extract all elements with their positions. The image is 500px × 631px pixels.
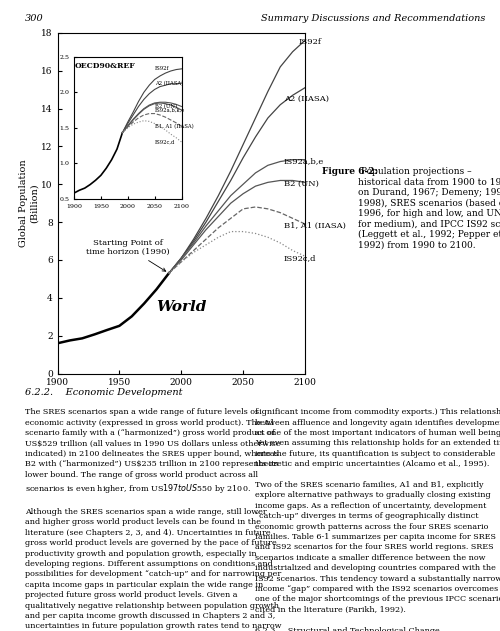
Text: Summary Discussions and Recommendations: Summary Discussions and Recommendations	[260, 14, 485, 23]
Text: Figure 6-2:: Figure 6-2:	[322, 167, 378, 176]
Text: B1, A1 (IIASA): B1, A1 (IIASA)	[154, 124, 194, 129]
Text: World: World	[156, 300, 206, 314]
Text: 300: 300	[25, 14, 44, 23]
Text: significant income from commodity exports.) This relationship
between affluence : significant income from commodity export…	[255, 408, 500, 631]
Text: IS92f: IS92f	[154, 66, 169, 71]
Y-axis label: Global Population
(Billion): Global Population (Billion)	[19, 160, 38, 247]
Text: B2 (UN): B2 (UN)	[284, 180, 319, 188]
Text: Population projections –
historical data from 1900 to 1990 (based
on Durand, 196: Population projections – historical data…	[358, 167, 500, 249]
Text: A2 (IIASA): A2 (IIASA)	[284, 95, 329, 103]
Text: IS92f: IS92f	[299, 38, 322, 46]
Text: B1, A1 (IIASA): B1, A1 (IIASA)	[284, 222, 346, 230]
Text: IS92a,b,e: IS92a,b,e	[284, 158, 324, 165]
Text: A2 (IIASA): A2 (IIASA)	[154, 81, 183, 86]
Text: 6.2.2.    Economic Development: 6.2.2. Economic Development	[25, 388, 182, 397]
Text: OECD90&REF: OECD90&REF	[75, 62, 136, 71]
Text: The SRES scenarios span a wide range of future levels of
economic activity (expr: The SRES scenarios span a wide range of …	[25, 408, 281, 631]
Text: Starting Point of
time horizon (1990): Starting Point of time horizon (1990)	[86, 239, 170, 271]
Text: IS92c,d: IS92c,d	[284, 254, 316, 262]
Text: B2 (UN): B2 (UN)	[154, 104, 177, 109]
Text: IS92a,b,k,e: IS92a,b,k,e	[154, 107, 185, 112]
Text: IS92c,d: IS92c,d	[154, 139, 175, 144]
